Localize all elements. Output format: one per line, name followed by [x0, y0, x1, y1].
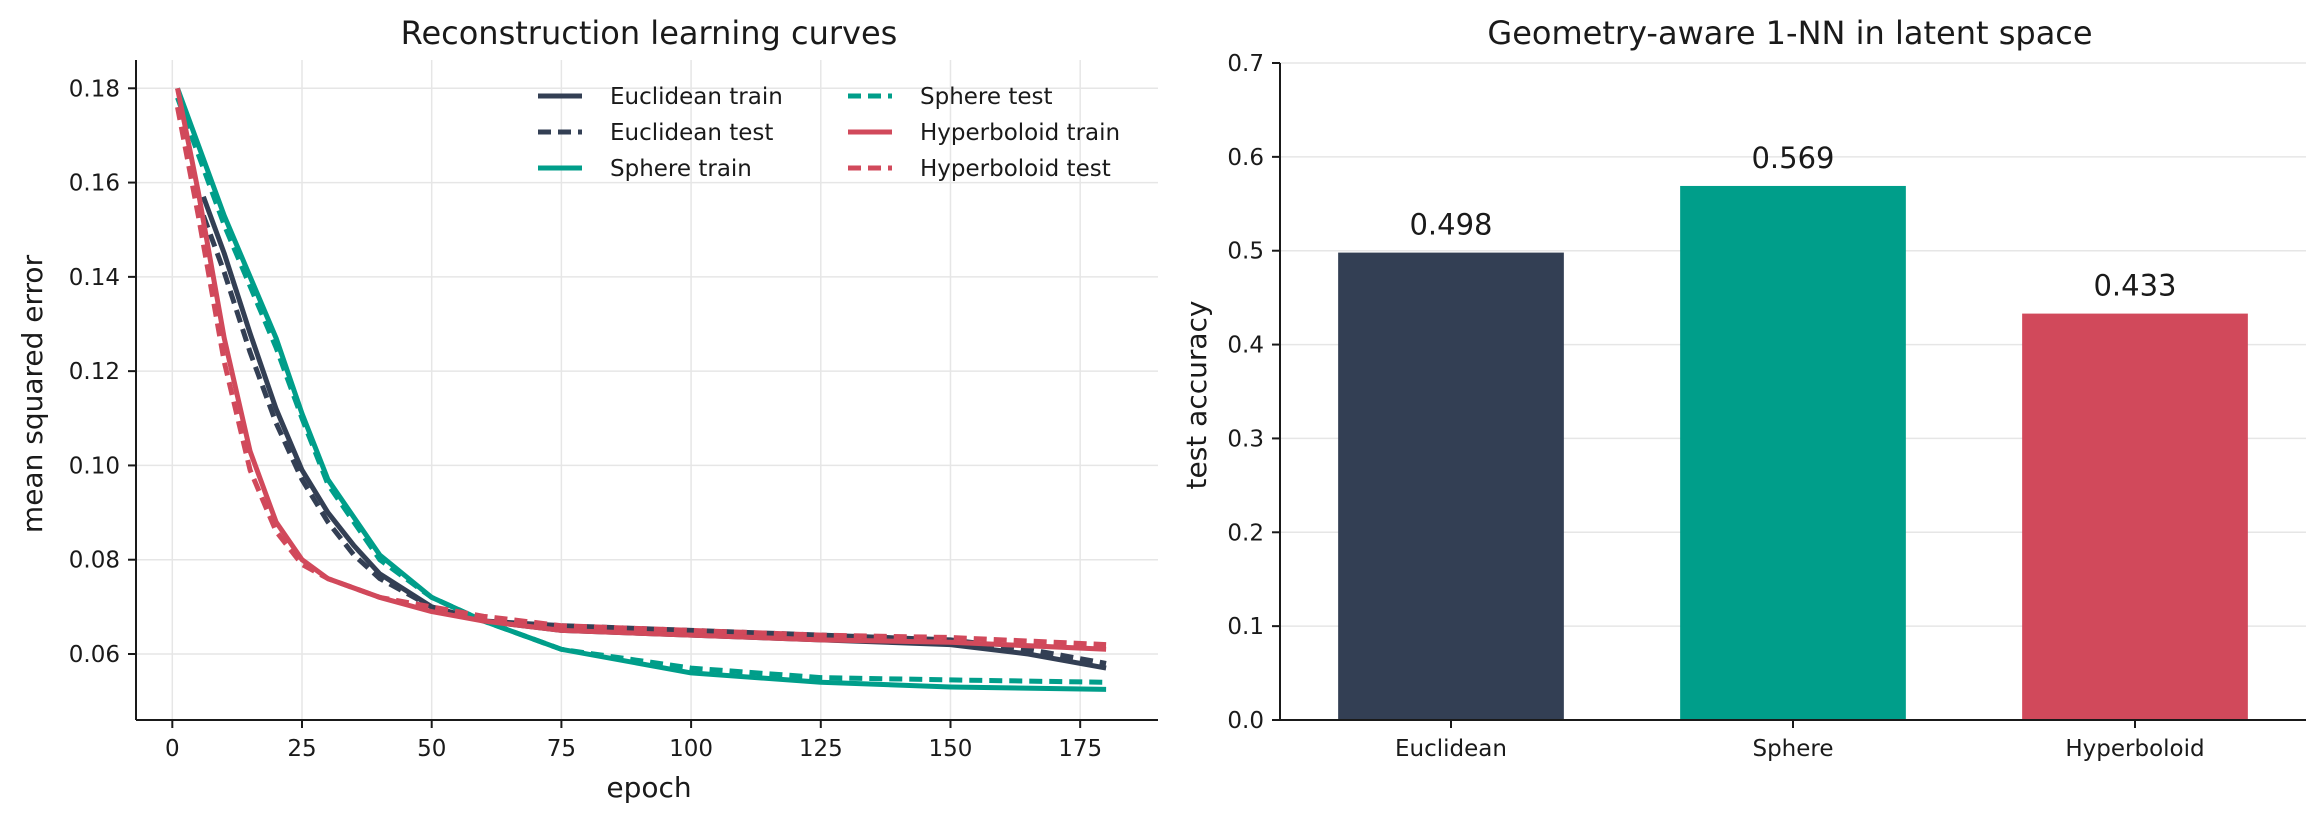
right-y-tick-label: 0.4	[1227, 333, 1264, 359]
left-y-tick-label: 0.08	[69, 548, 120, 574]
right-y-tick-label: 0.7	[1227, 51, 1264, 77]
knn-accuracy-title: Geometry-aware 1-NN in latent space	[1487, 14, 2092, 52]
left-x-ticks: 0 25 50 75 100 125 150 175	[165, 720, 1102, 762]
learning-curves-panel: 0 25 50 75 100 125 150 175 0.06 0.08 0.10 0.12 0.14…	[16, 14, 1158, 804]
legend-label: Sphere test	[920, 84, 1053, 110]
left-y-tick-label: 0.12	[69, 359, 120, 385]
accuracy-bars: 0.498 0.569 0.433	[1338, 141, 2248, 720]
right-y-tick-label: 0.3	[1227, 426, 1264, 452]
legend-label: Sphere train	[610, 156, 752, 182]
legend-label: Hyperboloid test	[920, 156, 1111, 182]
right-y-tick-label: 0.5	[1227, 239, 1264, 265]
left-y-axis-label: mean squared error	[16, 254, 49, 533]
bar-value-label: 0.433	[2093, 269, 2176, 303]
left-y-tick-label: 0.06	[69, 642, 120, 668]
bar-category-label: Sphere	[1752, 736, 1833, 762]
left-x-tick-label: 150	[929, 736, 973, 762]
left-x-tick-label: 175	[1058, 736, 1102, 762]
left-x-tick-label: 75	[547, 736, 576, 762]
left-x-axis-label: epoch	[606, 771, 691, 804]
left-x-tick-label: 125	[799, 736, 843, 762]
left-axes	[135, 60, 1158, 721]
learning-curves-title: Reconstruction learning curves	[401, 14, 898, 52]
left-y-tick-label: 0.18	[69, 76, 120, 102]
left-y-ticks: 0.06 0.08 0.10 0.12 0.14 0.16 0.18	[69, 76, 136, 668]
left-gridlines	[136, 60, 1158, 720]
left-x-tick-label: 100	[669, 736, 713, 762]
right-x-ticks: Euclidean Sphere Hyperboloid	[1395, 720, 2205, 762]
series-line-sphere-test	[175, 96, 1107, 685]
series-line-euclidean-test	[201, 214, 1107, 666]
right-y-tick-label: 0.6	[1227, 145, 1264, 171]
left-y-tick-label: 0.14	[69, 265, 120, 291]
bar-value-label: 0.569	[1751, 141, 1834, 175]
bar-hyperboloid	[2022, 313, 2248, 720]
series-line-hyperboloid-test	[175, 106, 1107, 648]
learning-curves-lines	[175, 87, 1107, 692]
left-x-tick-label: 0	[165, 736, 180, 762]
series-line-euclidean-train	[201, 195, 1107, 671]
bar-category-label: Euclidean	[1395, 736, 1507, 762]
right-y-ticks: 0.0 0.1 0.2 0.3 0.4 0.5 0.6 0.7	[1227, 51, 1280, 734]
right-y-tick-label: 0.0	[1227, 708, 1264, 734]
left-x-tick-label: 25	[287, 736, 316, 762]
legend-label: Hyperboloid train	[920, 120, 1120, 146]
left-y-tick-label: 0.16	[69, 171, 120, 197]
left-x-tick-label: 50	[417, 736, 446, 762]
learning-curves-legend: Euclidean train Euclidean test Sphere trai…	[538, 84, 1120, 182]
right-y-axis-label: test accuracy	[1180, 301, 1213, 490]
bar-sphere	[1680, 185, 1906, 720]
right-y-tick-label: 0.1	[1227, 614, 1264, 640]
legend-label: Euclidean test	[610, 120, 773, 146]
bar-category-label: Hyperboloid	[2065, 736, 2204, 762]
right-y-tick-label: 0.2	[1227, 520, 1264, 546]
left-y-tick-label: 0.10	[69, 453, 120, 479]
knn-accuracy-panel: 0.498 0.569 0.433 Euclidean Sphere Hyperbolo…	[1180, 14, 2306, 762]
legend-label: Euclidean train	[610, 84, 783, 110]
bar-value-label: 0.498	[1409, 208, 1492, 242]
bar-euclidean	[1338, 252, 1564, 720]
